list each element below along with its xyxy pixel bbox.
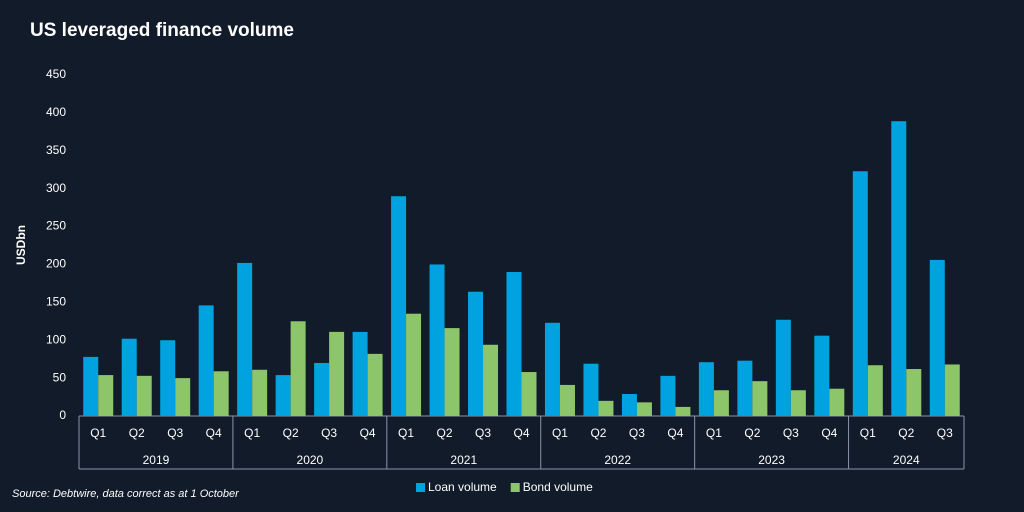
bar	[559, 384, 575, 416]
x-tick-label: Q3	[937, 426, 953, 440]
chart-title: US leveraged finance volume	[30, 20, 294, 41]
bar	[213, 371, 229, 416]
x-tick-label: Q1	[244, 426, 260, 440]
x-group-label: 2022	[604, 453, 631, 467]
bar	[136, 375, 152, 416]
bar	[352, 331, 368, 416]
bar	[98, 375, 114, 416]
x-tick-label: Q3	[167, 426, 183, 440]
x-tick-label: Q2	[590, 426, 606, 440]
legend-swatch	[416, 483, 425, 492]
bar	[544, 322, 560, 416]
y-tick-label: 400	[46, 105, 66, 119]
bar	[290, 321, 306, 416]
bar	[198, 305, 214, 416]
x-tick-label: Q2	[283, 426, 299, 440]
x-tick-label: Q2	[744, 426, 760, 440]
bar	[636, 402, 652, 416]
x-tick-label: Q4	[360, 426, 376, 440]
x-group-label: 2019	[143, 453, 170, 467]
bar	[906, 369, 922, 416]
bar	[737, 360, 753, 416]
x-group-label: 2020	[297, 453, 324, 467]
y-tick-label: 350	[46, 143, 66, 157]
x-tick-label: Q1	[398, 426, 414, 440]
x-tick-label: Q1	[90, 426, 106, 440]
y-tick-label: 150	[46, 295, 66, 309]
bar	[891, 121, 907, 417]
legend-label: Loan volume	[428, 480, 497, 494]
x-tick-label: Q3	[475, 426, 491, 440]
bar	[583, 363, 599, 416]
bar	[713, 390, 729, 416]
bar	[660, 375, 676, 416]
x-tick-label: Q2	[129, 426, 145, 440]
bar	[175, 378, 191, 416]
bar	[444, 328, 460, 416]
bar	[429, 264, 445, 416]
y-tick-label: 0	[59, 408, 66, 422]
bar	[160, 340, 176, 416]
bar	[944, 364, 960, 416]
bar	[829, 388, 845, 416]
bar	[814, 335, 830, 416]
bar	[852, 171, 868, 416]
source-note: Source: Debtwire, data correct as at 1 O…	[12, 488, 240, 500]
bar	[598, 400, 614, 416]
x-group-label: 2023	[758, 453, 785, 467]
y-tick-label: 250	[46, 219, 66, 233]
bar	[237, 262, 253, 416]
legend-swatch	[510, 483, 520, 492]
bar	[867, 365, 883, 416]
x-tick-label: Q4	[667, 426, 683, 440]
bar	[483, 344, 499, 416]
bar	[775, 319, 791, 416]
x-tick-label: Q3	[629, 426, 645, 440]
x-tick-label: Q2	[898, 426, 914, 440]
bar	[391, 196, 407, 416]
bar	[329, 331, 345, 416]
x-group-label: 2021	[450, 453, 477, 467]
x-group-label: 2024	[893, 453, 920, 467]
bar	[675, 406, 691, 416]
legend-label: Bond volume	[523, 480, 593, 494]
bar	[252, 369, 268, 416]
x-tick-label: Q4	[821, 426, 837, 440]
y-axis-label: USDbn	[14, 225, 28, 265]
x-tick-label: Q2	[437, 426, 453, 440]
x-tick-label: Q3	[321, 426, 337, 440]
bar	[521, 372, 537, 416]
bar	[275, 375, 291, 416]
bar	[698, 362, 714, 416]
bar	[752, 381, 768, 416]
bar	[790, 390, 806, 416]
bar	[83, 356, 99, 416]
bar	[367, 353, 383, 416]
y-tick-label: 200	[46, 257, 66, 271]
bar	[929, 259, 945, 416]
x-tick-label: Q3	[783, 426, 799, 440]
bar	[406, 313, 422, 416]
x-tick-label: Q4	[206, 426, 222, 440]
bar	[468, 291, 484, 416]
y-tick-label: 300	[46, 181, 66, 195]
y-tick-label: 50	[53, 370, 67, 384]
x-tick-label: Q4	[513, 426, 529, 440]
y-tick-label: 100	[46, 332, 66, 346]
y-tick-label: 450	[46, 67, 66, 81]
x-tick-label: Q1	[552, 426, 568, 440]
bar	[314, 362, 330, 416]
bar	[121, 338, 137, 416]
x-tick-label: Q1	[706, 426, 722, 440]
x-tick-label: Q1	[860, 426, 876, 440]
bar	[506, 272, 522, 416]
bar	[621, 394, 637, 416]
